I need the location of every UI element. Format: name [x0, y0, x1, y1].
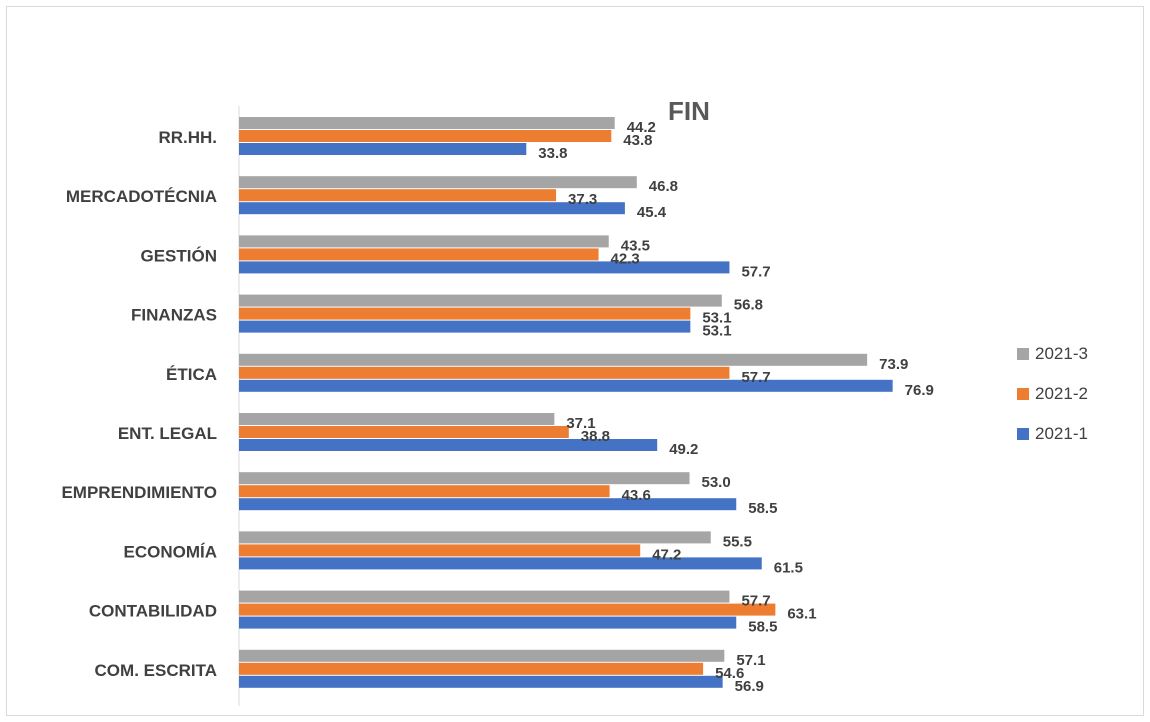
data-label: 56.9	[735, 678, 764, 695]
data-label: 73.9	[879, 356, 908, 373]
legend-label: 2021-2	[1035, 384, 1088, 403]
bar-2021-3-com-escrita	[239, 649, 725, 662]
data-label: 76.9	[905, 382, 934, 399]
bar-2021-3-contabilidad	[239, 590, 730, 603]
bar-2021-1-ética	[239, 379, 893, 392]
legend-label: 2021-1	[1035, 424, 1088, 443]
data-label: 42.3	[611, 250, 640, 267]
bar-2021-3-emprendimiento	[239, 472, 690, 485]
bar-2021-2-finanzas	[239, 307, 691, 320]
data-label: 53.1	[702, 310, 731, 327]
bar-2021-2-economía	[239, 544, 641, 557]
bar-2021-3-finanzas	[239, 294, 722, 307]
bar-2021-3-ent-legal	[239, 413, 555, 425]
data-label: 56.8	[734, 297, 763, 314]
data-label: 53.0	[702, 474, 731, 491]
bar-2021-1-rr-hh-	[239, 143, 527, 155]
data-label: 43.5	[621, 237, 650, 254]
chart-frame: FIN RR.HH. 44.2 43.8 33.8 MERCADOTÉCNIA 46.8 3…	[6, 6, 1144, 716]
bar-2021-1-mercadotécnia	[239, 202, 625, 215]
category-label: EMPRENDIMIENTO	[61, 483, 217, 502]
category-label: COM. ESCRITA	[95, 661, 217, 680]
data-label: 47.2	[652, 546, 681, 563]
data-label: 43.6	[622, 487, 651, 504]
legend-swatch	[1017, 388, 1029, 400]
bar-2021-1-com-escrita	[239, 675, 723, 688]
data-label: 61.5	[774, 559, 803, 576]
bar-2021-2-contabilidad	[239, 603, 776, 616]
legend-label: 2021-3	[1035, 344, 1088, 363]
bar-2021-2-mercadotécnia	[239, 189, 557, 202]
labels-layer: RR.HH. 44.243.8 33.8 MERCADOTÉCNIA 46.8 37.3 4…	[61, 119, 933, 695]
category-label: RR.HH.	[158, 128, 217, 147]
bar-chart: FIN RR.HH. 44.243.8 33.8 MERCADOTÉCNIA 46.8 3…	[61, 96, 1088, 706]
bars-layer	[239, 117, 893, 688]
category-label: GESTIÓN	[140, 246, 217, 265]
bar-2021-2-ent-legal	[239, 426, 569, 438]
bar-2021-1-finanzas	[239, 320, 691, 333]
data-label: 44.2	[627, 119, 656, 136]
category-label: ÉTICA	[166, 365, 217, 384]
category-label: ECONOMÍA	[124, 542, 218, 561]
bar-2021-3-mercadotécnia	[239, 176, 637, 189]
legend-swatch	[1017, 428, 1029, 440]
bar-2021-1-gestión	[239, 261, 730, 274]
data-label: 37.1	[566, 415, 595, 432]
data-label: 38.8	[581, 428, 610, 445]
data-label: 46.8	[649, 178, 678, 195]
bar-2021-1-economía	[239, 557, 762, 570]
category-label: CONTABILIDAD	[89, 602, 217, 621]
data-label: 58.5	[748, 500, 777, 517]
legend-swatch	[1017, 348, 1029, 360]
bar-2021-2-rr-hh-	[239, 130, 612, 142]
data-label: 37.3	[568, 191, 597, 208]
data-label: 54.6	[715, 665, 744, 682]
bar-2021-1-emprendimiento	[239, 498, 737, 511]
data-label: 57.7	[741, 263, 770, 280]
bar-2021-2-com-escrita	[239, 662, 704, 675]
data-label: 57.7	[741, 369, 770, 386]
data-label: 63.1	[787, 606, 816, 623]
data-label: 57.1	[736, 652, 765, 669]
data-label: 45.4	[637, 204, 667, 221]
bar-2021-1-ent-legal	[239, 439, 658, 451]
bar-2021-3-gestión	[239, 235, 609, 248]
bar-2021-2-gestión	[239, 248, 599, 261]
data-label: 43.8	[623, 132, 652, 149]
data-label: 58.5	[748, 619, 777, 636]
data-label: 57.7	[741, 593, 770, 610]
bar-2021-3-economía	[239, 531, 711, 544]
bar-2021-2-emprendimiento	[239, 485, 610, 498]
category-label: FINANZAS	[131, 306, 217, 325]
data-label: 49.2	[669, 441, 698, 458]
data-label: 33.8	[538, 145, 567, 162]
bar-2021-2-ética	[239, 366, 730, 379]
category-label: ENT. LEGAL	[118, 424, 217, 443]
bar-2021-1-contabilidad	[239, 616, 737, 629]
data-label: 53.1	[702, 323, 731, 340]
data-label: 55.5	[723, 533, 752, 550]
bar-2021-3-ética	[239, 353, 868, 366]
chart-title: FIN	[668, 96, 710, 126]
bar-2021-3-rr-hh-	[239, 117, 615, 129]
category-label: MERCADOTÉCNIA	[66, 187, 217, 206]
legend: 2021-3 2021-2 2021-1	[1017, 344, 1088, 443]
